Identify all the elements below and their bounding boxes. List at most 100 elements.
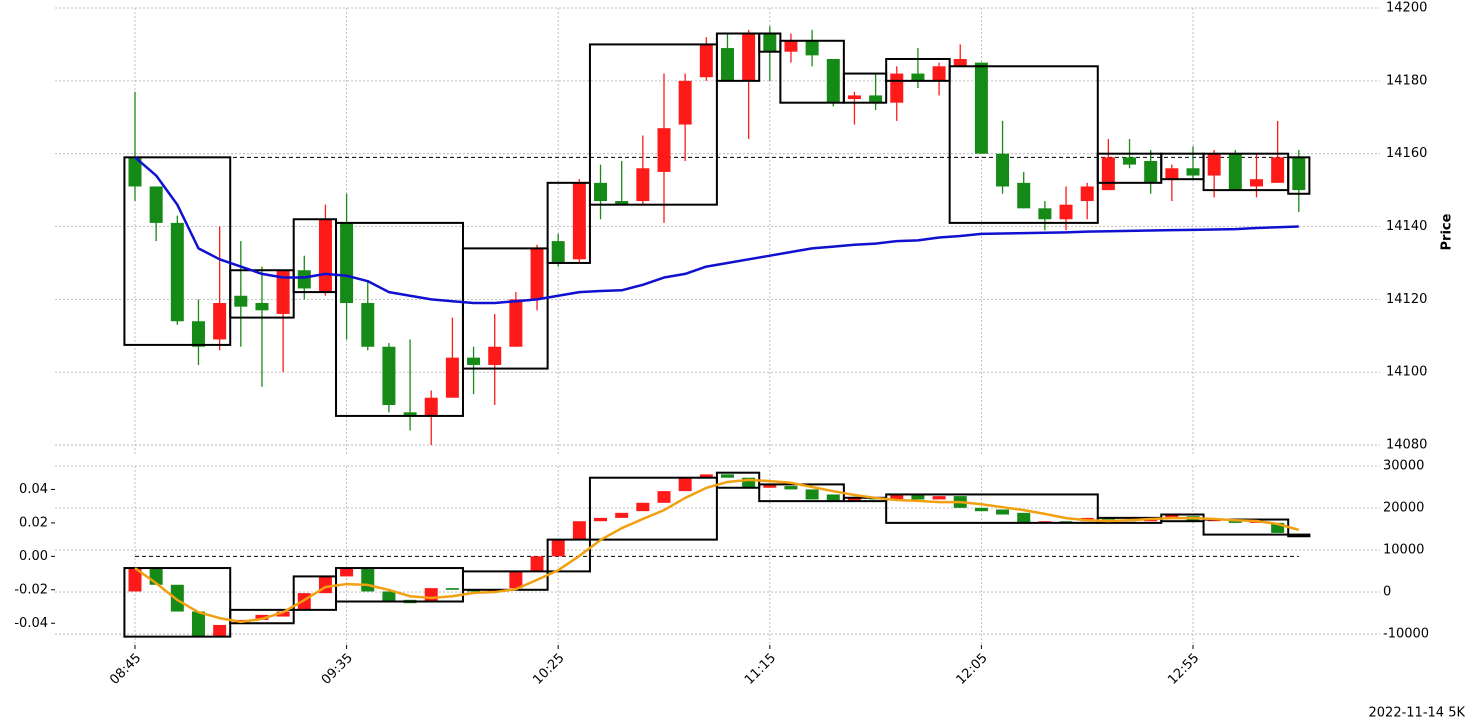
box bbox=[546, 538, 591, 573]
candle-body bbox=[657, 128, 671, 172]
y2-tick-label: -10000 bbox=[1383, 627, 1429, 642]
candle-body bbox=[1207, 153, 1221, 176]
candle-body bbox=[1165, 168, 1179, 180]
candle-body bbox=[1059, 204, 1073, 220]
box bbox=[229, 269, 295, 319]
candle-body bbox=[869, 95, 883, 103]
candle-body bbox=[636, 168, 650, 202]
candle-body bbox=[1186, 168, 1200, 176]
candle-body bbox=[953, 58, 967, 67]
y2-tick-label: 0 bbox=[1383, 585, 1391, 600]
candle-body bbox=[509, 299, 523, 347]
candle-body bbox=[382, 346, 396, 406]
candle-body bbox=[911, 494, 925, 500]
candle-body bbox=[1249, 179, 1263, 187]
candle-body bbox=[170, 584, 184, 612]
candle-body bbox=[149, 186, 163, 223]
line bbox=[134, 156, 1299, 305]
y-tick-label: 14100 bbox=[1386, 365, 1427, 380]
candle-body bbox=[213, 303, 227, 340]
footer: 2022-11-14 5K bbox=[1369, 706, 1466, 721]
box bbox=[123, 567, 232, 638]
candle-body bbox=[742, 477, 756, 488]
candle-body bbox=[340, 568, 354, 577]
candle-body bbox=[847, 95, 861, 100]
candle-body bbox=[784, 486, 798, 490]
candle-body bbox=[530, 556, 544, 572]
candle-body bbox=[890, 494, 904, 500]
candle-body bbox=[699, 44, 713, 78]
x-tick-label: 12:55 bbox=[1165, 651, 1202, 688]
box bbox=[546, 181, 591, 264]
candle-body bbox=[826, 58, 840, 103]
candle-body bbox=[318, 219, 332, 293]
candle-body bbox=[509, 571, 523, 589]
y-tick-label: 14080 bbox=[1386, 438, 1427, 453]
candle-body bbox=[1017, 182, 1031, 209]
candle-body bbox=[128, 157, 142, 187]
candle-body bbox=[361, 303, 375, 347]
candle-body bbox=[488, 346, 502, 365]
candle-body bbox=[720, 474, 734, 478]
candle-body bbox=[1080, 186, 1094, 202]
candle-body bbox=[403, 412, 417, 416]
candle-body bbox=[382, 591, 396, 602]
y-tick-label: 14160 bbox=[1386, 146, 1427, 161]
x-tick-label: 10:25 bbox=[530, 651, 567, 688]
x-tick-label: 09:35 bbox=[319, 651, 356, 688]
box bbox=[885, 493, 1099, 524]
candle-body bbox=[445, 357, 459, 398]
candle-body bbox=[699, 474, 713, 478]
candle-body bbox=[1101, 157, 1115, 191]
candle-body bbox=[340, 222, 354, 304]
box bbox=[1287, 156, 1311, 195]
x-tick-label: 11:15 bbox=[742, 651, 779, 688]
y2-tick-label: 30000 bbox=[1383, 459, 1424, 474]
candle-body bbox=[551, 539, 565, 557]
candle-body bbox=[1038, 208, 1052, 220]
candle-body bbox=[424, 397, 438, 416]
y-tick-label: 14180 bbox=[1386, 73, 1427, 88]
candle-body bbox=[191, 321, 205, 347]
y-tick-label: 0.02 bbox=[19, 515, 48, 530]
candle-body bbox=[1228, 153, 1242, 191]
candle-body bbox=[424, 588, 438, 602]
candle-body bbox=[636, 502, 650, 512]
candle-body bbox=[594, 182, 608, 202]
box bbox=[335, 221, 464, 417]
candle-body bbox=[1271, 157, 1285, 183]
y-tick-label: -0.04 bbox=[14, 616, 48, 631]
candle-body bbox=[1123, 157, 1137, 165]
candle-body bbox=[572, 182, 586, 260]
box bbox=[123, 156, 232, 346]
candle-body bbox=[594, 517, 608, 522]
candle-body bbox=[932, 66, 946, 81]
candle-body bbox=[361, 568, 375, 592]
candle-body bbox=[826, 494, 840, 502]
candle-body bbox=[551, 241, 565, 263]
y2-tick-label: 10000 bbox=[1383, 543, 1424, 558]
candle-body bbox=[890, 73, 904, 103]
candle-body bbox=[974, 507, 988, 512]
candle-body bbox=[276, 270, 290, 314]
candle-body bbox=[657, 491, 671, 503]
box bbox=[715, 32, 761, 82]
candle-body bbox=[720, 48, 734, 81]
candle-body bbox=[911, 73, 925, 81]
y-tick-label: 0.04 bbox=[19, 482, 48, 497]
candle-body bbox=[572, 521, 586, 540]
box bbox=[1287, 533, 1311, 538]
candle-body bbox=[445, 588, 459, 590]
candle-body bbox=[255, 614, 269, 620]
y-tick-label: 14120 bbox=[1386, 292, 1427, 307]
y-tick-label: 14140 bbox=[1386, 219, 1427, 234]
candle-body bbox=[615, 512, 629, 518]
y-tick-label: -0.02 bbox=[14, 582, 48, 597]
candle-body bbox=[784, 40, 798, 52]
candle-body bbox=[996, 153, 1010, 187]
candle-body bbox=[213, 624, 227, 637]
candle-body bbox=[678, 477, 692, 492]
candle-body bbox=[1271, 522, 1285, 533]
candle-body bbox=[742, 33, 756, 81]
candle-body bbox=[678, 80, 692, 125]
